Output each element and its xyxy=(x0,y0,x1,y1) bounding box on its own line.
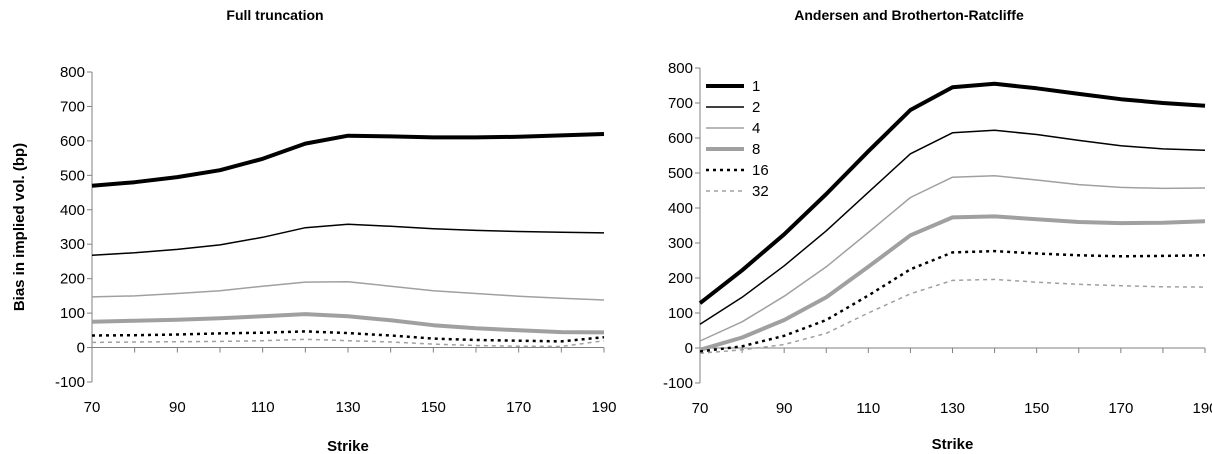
chart-2-legend-label-2: 2 xyxy=(752,99,760,116)
chart-1-x-tick-label: 110 xyxy=(251,399,275,416)
chart-2-y-tick-label: 600 xyxy=(668,130,693,147)
chart-2-legend-label-4: 4 xyxy=(752,120,760,137)
chart-2-x-tick-label: 150 xyxy=(1024,400,1049,417)
chart-1-series-1-line xyxy=(91,132,605,188)
chart-2-y-tick-label: 0 xyxy=(685,340,693,357)
chart-2-y-tick-label: 800 xyxy=(668,60,693,77)
chart-1-x-axis-title: Strike xyxy=(327,438,369,454)
chart-1-y-tick-label: 300 xyxy=(60,236,85,253)
chart-1-title: Full truncation xyxy=(226,7,323,23)
chart-2-legend-label-16: 16 xyxy=(752,162,769,179)
chart-2-legend-label-32: 32 xyxy=(752,183,769,200)
chart-2-y-tick-label: 700 xyxy=(668,95,693,112)
chart-2-y-tick-label: 500 xyxy=(668,165,693,182)
chart-2-legend-label-8: 8 xyxy=(752,141,760,158)
chart-1-y-tick-label: 800 xyxy=(60,64,85,81)
chart-1-series-16-line xyxy=(91,330,605,343)
chart-2-x-tick-label: 90 xyxy=(776,400,793,417)
chart-1-x-tick-label: 190 xyxy=(591,399,616,416)
chart-2-x-axis-title: Strike xyxy=(932,436,974,453)
chart-2-y-tick-label: 100 xyxy=(668,305,693,322)
chart-1-series-4-line xyxy=(91,281,605,301)
chart-2-x-tick-label: 70 xyxy=(692,400,709,417)
chart-2-x-tick-label: 110 xyxy=(856,400,880,417)
chart-2-y-tick-label: 200 xyxy=(668,270,693,287)
chart-2-series-32-line xyxy=(699,278,1206,355)
chart-2-series-4-line xyxy=(699,175,1206,342)
chart-1-y-tick-label: 200 xyxy=(60,271,85,288)
chart-2-x-tick-label: 130 xyxy=(940,400,965,417)
chart-1-y-tick-label: 400 xyxy=(60,202,85,219)
chart-2-y-tick-label: -100 xyxy=(663,375,693,392)
chart-2-series-8-line xyxy=(699,214,1206,352)
chart-1-y-tick-label: 700 xyxy=(60,98,85,115)
chart-1-y-tick-label: 0 xyxy=(77,340,85,357)
chart-1-y-tick-label: 100 xyxy=(60,305,85,322)
chart-2-series-2-line xyxy=(699,129,1206,325)
chart-1-series-32-line xyxy=(91,338,605,348)
chart-2-x-tick-label: 190 xyxy=(1192,400,1212,417)
chart-1-y-tick-label: -100 xyxy=(55,374,85,391)
chart-1-x-tick-label: 130 xyxy=(335,399,360,416)
chart-2-legend-label-1: 1 xyxy=(752,78,760,95)
chart-1-x-tick-label: 90 xyxy=(169,399,186,416)
chart-1-x-tick-label: 150 xyxy=(421,399,446,416)
chart-2-y-tick-label: 400 xyxy=(668,200,693,217)
chart-1-y-axis-title: Bias in implied vol. (bp) xyxy=(11,143,28,311)
chart-1-y-tick-label: 600 xyxy=(60,133,85,150)
chart-1-series-8-line xyxy=(91,312,605,335)
chart-2-title: Andersen and Brotherton-Ratcliffe xyxy=(794,7,1024,23)
chart-2-series-16-line xyxy=(699,249,1206,353)
chart-2-y-tick-label: 300 xyxy=(668,235,693,252)
chart-2-x-tick-label: 170 xyxy=(1108,400,1133,417)
chart-1-x-tick-label: 170 xyxy=(506,399,531,416)
chart-1-y-tick-label: 500 xyxy=(60,167,85,184)
chart-2-series-1-line xyxy=(698,81,1206,305)
chart-1-x-tick-label: 70 xyxy=(84,399,101,416)
chart-1-series-2-line xyxy=(91,223,605,256)
